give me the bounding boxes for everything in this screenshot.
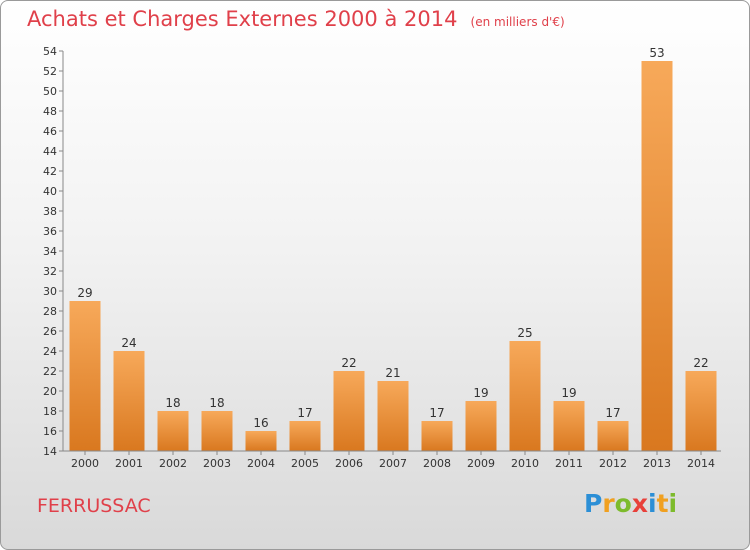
y-tick-label: 32 — [43, 265, 57, 278]
data-label-2008: 17 — [429, 406, 444, 420]
x-tick-label: 2000 — [71, 457, 99, 470]
y-tick-label: 48 — [43, 105, 57, 118]
y-tick-label: 26 — [43, 325, 57, 338]
y-tick-label: 54 — [43, 45, 57, 58]
y-axis: 14 16 18 20 22 24 26 28 30 32 34 36 38 40 42 44 46 48 50 52… — [43, 45, 64, 458]
commune-name: FERRUSSAC — [37, 495, 151, 517]
data-label-2001: 24 — [121, 336, 136, 350]
bar-2009 — [465, 401, 497, 451]
data-label-2002: 18 — [165, 396, 180, 410]
data-label-2010: 25 — [517, 326, 532, 340]
x-tick-label: 2008 — [423, 457, 451, 470]
bar-2003 — [201, 411, 233, 451]
y-tick-label: 52 — [43, 65, 57, 78]
logo-letter: i — [668, 489, 678, 518]
x-tick-label: 2011 — [555, 457, 583, 470]
y-tick-label: 18 — [43, 405, 57, 418]
y-tick-label: 36 — [43, 225, 57, 238]
y-tick-label: 24 — [43, 345, 57, 358]
x-tick-label: 2009 — [467, 457, 495, 470]
y-tick-label: 20 — [43, 385, 57, 398]
x-axis: 2000 2001 2002 2003 2004 2005 2006 2007 2008 2009… — [63, 450, 721, 470]
bar-2004 — [245, 431, 277, 451]
x-tick-label: 2001 — [115, 457, 143, 470]
data-label-2013: 53 — [649, 46, 664, 60]
data-label-2005: 17 — [297, 406, 312, 420]
data-label-2006: 22 — [341, 356, 356, 370]
data-label-2003: 18 — [209, 396, 224, 410]
y-tick-label: 34 — [43, 245, 57, 258]
x-tick-label: 2014 — [687, 457, 715, 470]
y-tick-label: 44 — [43, 145, 57, 158]
data-label-2014: 22 — [693, 356, 708, 370]
y-tick-label: 50 — [43, 85, 57, 98]
bar-2001 — [113, 351, 145, 451]
chart-title: Achats et Charges Externes 2000 à 2014 — [27, 7, 458, 31]
bars: 29 24 18 18 16 17 22 21 17 19 25 19 17 53 22 — [69, 46, 717, 451]
y-tick-label: 16 — [43, 425, 57, 438]
data-label-2000: 29 — [77, 286, 92, 300]
y-tick-label: 42 — [43, 165, 57, 178]
bar-2007 — [377, 381, 409, 451]
bar-2012 — [597, 421, 629, 451]
x-tick-label: 2013 — [643, 457, 671, 470]
x-tick-label: 2007 — [379, 457, 407, 470]
y-tick-label: 30 — [43, 285, 57, 298]
y-tick-label: 28 — [43, 305, 57, 318]
data-label-2007: 21 — [385, 366, 400, 380]
logo-letter: o — [614, 489, 632, 518]
bar-2006 — [333, 371, 365, 451]
data-label-2004: 16 — [253, 416, 268, 430]
x-tick-label: 2003 — [203, 457, 231, 470]
data-label-2009: 19 — [473, 386, 488, 400]
x-tick-label: 2006 — [335, 457, 363, 470]
proxiti-logo: Proxiti — [584, 489, 677, 518]
logo-letter: r — [602, 489, 615, 518]
x-tick-label: 2010 — [511, 457, 539, 470]
bar-2000 — [69, 301, 101, 451]
x-tick-label: 2002 — [159, 457, 187, 470]
logo-letter: P — [584, 489, 603, 518]
y-tick-label: 46 — [43, 125, 57, 138]
logo-letter: i — [648, 489, 657, 518]
bar-2011 — [553, 401, 585, 451]
bar-2010 — [509, 341, 541, 451]
y-tick-label: 22 — [43, 365, 57, 378]
x-tick-label: 2005 — [291, 457, 319, 470]
chart-subtitle: (en milliers d'€) — [470, 15, 565, 29]
x-tick-label: 2012 — [599, 457, 627, 470]
logo-letter: x — [631, 489, 648, 518]
bar-2013 — [641, 61, 673, 451]
data-label-2011: 19 — [561, 386, 576, 400]
y-tick-label: 14 — [43, 445, 57, 458]
title-row: Achats et Charges Externes 2000 à 2014 (… — [27, 7, 565, 31]
y-tick-label: 40 — [43, 185, 57, 198]
data-label-2012: 17 — [605, 406, 620, 420]
x-tick-label: 2004 — [247, 457, 275, 470]
bar-2014 — [685, 371, 717, 451]
y-tick-label: 38 — [43, 205, 57, 218]
bar-2002 — [157, 411, 189, 451]
logo-letter: t — [656, 489, 669, 518]
bar-2005 — [289, 421, 321, 451]
bar-2008 — [421, 421, 453, 451]
